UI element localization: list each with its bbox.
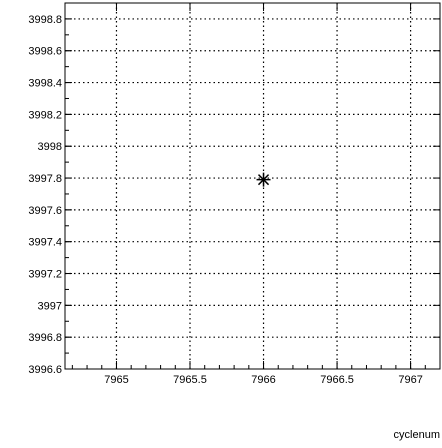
data-point-0-0 [256,172,271,187]
x-tick-label-4: 7967 [398,374,422,386]
x-tick-label-0: 7965 [104,374,128,386]
y-tick-label-2: 3997 [38,300,62,312]
y-tick-label-7: 3998 [38,141,62,153]
tick-labels-layer: 3996.6 3996.8 3997 3997.2 3997.4 3997.6 3997.8… [28,14,422,386]
x-tick-label-3: 7966.5 [320,374,354,386]
y-tick-label-11: 3998.8 [28,14,62,26]
y-tick-label-10: 3998.6 [28,46,62,58]
x-axis-label: cyclenum [394,429,440,441]
x-tick-label-1: 7965.5 [173,374,207,386]
grid-layer [65,3,440,369]
ticks-layer [65,2,441,370]
x-tick-label-2: 7966 [251,374,275,386]
y-tick-label-5: 3997.6 [28,205,62,217]
points-layer [256,172,271,187]
plot-frame [64,2,441,370]
y-tick-label-9: 3998.4 [28,78,62,90]
y-tick-label-4: 3997.4 [28,237,62,249]
y-tick-label-3: 3997.2 [28,269,62,281]
y-tick-label-1: 3996.8 [28,332,62,344]
y-tick-label-8: 3998.2 [28,109,62,121]
axes-layer [64,2,441,370]
y-tick-label-0: 3996.6 [28,364,62,376]
y-tick-label-6: 3997.8 [28,173,62,185]
